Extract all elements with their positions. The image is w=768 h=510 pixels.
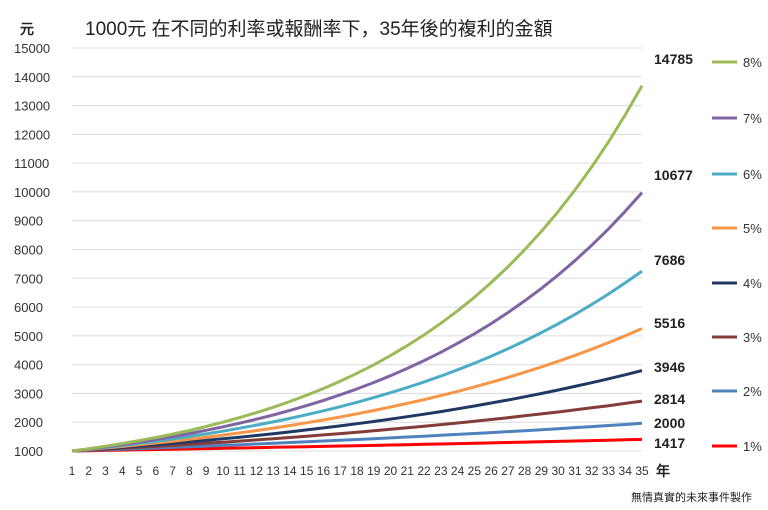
legend-label-2%: 2% xyxy=(743,384,762,399)
y-tick-label-2000: 2000 xyxy=(14,415,43,430)
end-value-label-5%: 5516 xyxy=(654,315,685,331)
x-tick-label-30: 30 xyxy=(551,464,565,478)
x-tick-label-9: 9 xyxy=(203,464,210,478)
legend-label-7%: 7% xyxy=(743,111,762,126)
y-tick-label-5000: 5000 xyxy=(14,329,43,344)
x-tick-label-10: 10 xyxy=(216,464,230,478)
y-tick-label-9000: 9000 xyxy=(14,214,43,229)
x-tick-label-2: 2 xyxy=(85,464,92,478)
x-tick-label-25: 25 xyxy=(468,464,482,478)
x-tick-label-19: 19 xyxy=(367,464,381,478)
series-line-2% xyxy=(71,421,643,453)
x-tick-label-33: 33 xyxy=(602,464,616,478)
y-tick-label-8000: 8000 xyxy=(14,243,43,258)
y-tick-label-7000: 7000 xyxy=(14,271,43,286)
series-line-5% xyxy=(71,327,643,453)
x-tick-label-18: 18 xyxy=(350,464,364,478)
end-value-label-7%: 10677 xyxy=(654,167,693,183)
legend-label-8%: 8% xyxy=(743,55,762,70)
x-tick-label-6: 6 xyxy=(152,464,159,478)
x-tick-label-5: 5 xyxy=(136,464,143,478)
x-tick-label-24: 24 xyxy=(451,464,465,478)
y-tick-label-1000: 1000 xyxy=(14,444,43,459)
chart-title: 1000元 在不同的利率或報酬率下，35年後的複利的金額 xyxy=(85,18,553,40)
x-tick-label-13: 13 xyxy=(266,464,280,478)
x-tick-label-12: 12 xyxy=(250,464,264,478)
x-tick-label-16: 16 xyxy=(317,464,331,478)
legend-label-4%: 4% xyxy=(743,276,762,291)
x-tick-label-29: 29 xyxy=(535,464,549,478)
end-value-label-1%: 1417 xyxy=(654,435,685,451)
x-tick-label-35: 35 xyxy=(635,464,649,478)
y-tick-label-6000: 6000 xyxy=(14,300,43,315)
x-tick-label-27: 27 xyxy=(501,464,515,478)
x-tick-label-4: 4 xyxy=(119,464,126,478)
y-tick-label-4000: 4000 xyxy=(14,358,43,373)
series-line-8% xyxy=(71,84,644,453)
x-tick-label-1: 1 xyxy=(69,464,76,478)
y-tick-label-13000: 13000 xyxy=(14,99,50,114)
legend-label-1%: 1% xyxy=(743,439,762,454)
end-value-label-3%: 2814 xyxy=(654,391,685,407)
x-tick-label-15: 15 xyxy=(300,464,314,478)
x-tick-label-8: 8 xyxy=(186,464,193,478)
x-tick-label-28: 28 xyxy=(518,464,532,478)
y-tick-label-15000: 15000 xyxy=(14,41,50,56)
series-line-6% xyxy=(71,269,643,453)
series-line-3% xyxy=(71,399,643,453)
x-tick-label-20: 20 xyxy=(384,464,398,478)
legend-label-3%: 3% xyxy=(743,330,762,345)
x-tick-label-14: 14 xyxy=(283,464,297,478)
end-value-label-6%: 7686 xyxy=(654,252,685,268)
y-tick-label-3000: 3000 xyxy=(14,386,43,401)
x-tick-label-26: 26 xyxy=(484,464,498,478)
end-value-label-8%: 14785 xyxy=(654,51,693,67)
x-tick-label-21: 21 xyxy=(401,464,415,478)
series-line-4% xyxy=(71,369,643,453)
y-tick-label-14000: 14000 xyxy=(14,70,50,85)
y-tick-label-11000: 11000 xyxy=(14,156,49,171)
legend-label-6%: 6% xyxy=(743,167,762,182)
y-tick-label-12000: 12000 xyxy=(14,127,50,142)
x-tick-label-3: 3 xyxy=(102,464,109,478)
x-tick-label-17: 17 xyxy=(334,464,348,478)
x-tick-label-32: 32 xyxy=(585,464,599,478)
x-tick-label-22: 22 xyxy=(417,464,431,478)
series-line-7% xyxy=(71,191,644,453)
x-tick-label-34: 34 xyxy=(619,464,633,478)
series-line-1% xyxy=(71,437,643,453)
x-tick-label-11: 11 xyxy=(233,464,246,478)
x-tick-label-23: 23 xyxy=(434,464,448,478)
x-axis-unit-label: 年 xyxy=(656,463,670,479)
y-axis-unit-label: 元 xyxy=(20,21,34,37)
y-tick-label-10000: 10000 xyxy=(14,185,50,200)
x-tick-label-31: 31 xyxy=(568,464,582,478)
x-tick-label-7: 7 xyxy=(169,464,176,478)
legend-label-5%: 5% xyxy=(743,221,762,236)
end-value-label-2%: 2000 xyxy=(654,415,685,431)
credit-text: 無情真實的未來事件製作 xyxy=(631,490,752,504)
end-value-label-4%: 3946 xyxy=(654,359,685,375)
